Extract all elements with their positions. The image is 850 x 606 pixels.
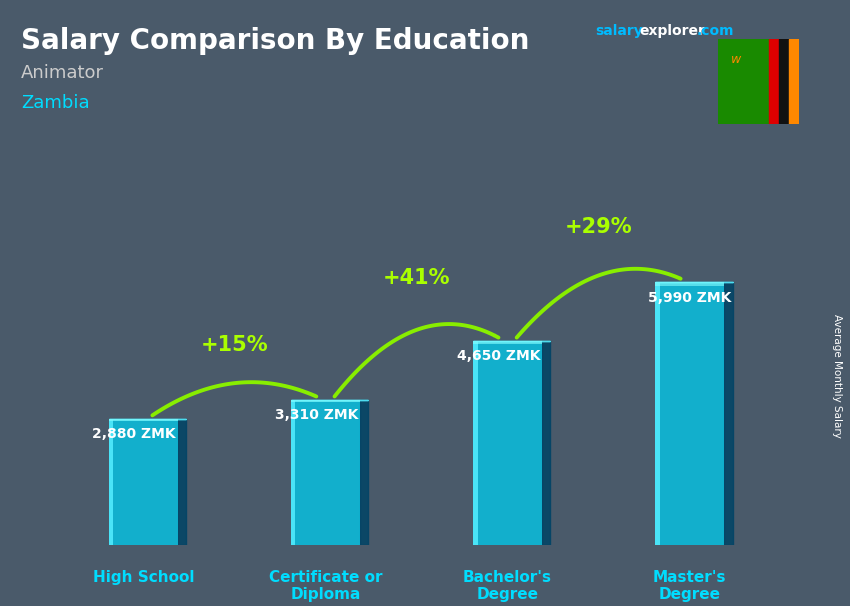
Bar: [109, 419, 113, 545]
Text: 4,650 ZMK: 4,650 ZMK: [456, 349, 541, 363]
Text: .com: .com: [697, 24, 734, 38]
Polygon shape: [724, 282, 733, 545]
Bar: [779, 39, 789, 124]
Bar: [291, 400, 360, 402]
Bar: [473, 341, 542, 344]
Text: w: w: [731, 53, 741, 65]
Bar: [109, 419, 178, 545]
Text: Zambia: Zambia: [21, 94, 90, 112]
Bar: [655, 282, 660, 545]
Text: +41%: +41%: [382, 267, 450, 287]
Text: Bachelor's
Degree: Bachelor's Degree: [463, 570, 552, 602]
Text: +29%: +29%: [565, 218, 632, 238]
Text: 2,880 ZMK: 2,880 ZMK: [93, 427, 176, 441]
Polygon shape: [178, 419, 186, 545]
Text: Average Monthly Salary: Average Monthly Salary: [832, 314, 842, 438]
Bar: [473, 341, 478, 545]
Text: 5,990 ZMK: 5,990 ZMK: [648, 291, 731, 305]
Polygon shape: [542, 341, 551, 545]
Polygon shape: [360, 400, 368, 545]
Bar: [291, 400, 360, 545]
Bar: [473, 341, 542, 545]
Bar: [789, 39, 799, 124]
Text: salary: salary: [595, 24, 643, 38]
Bar: [655, 282, 724, 545]
Text: High School: High School: [93, 570, 194, 585]
Text: Master's
Degree: Master's Degree: [653, 570, 727, 602]
Text: +15%: +15%: [201, 335, 268, 355]
Text: Animator: Animator: [21, 64, 105, 82]
Bar: [291, 400, 296, 545]
Text: Salary Comparison By Education: Salary Comparison By Education: [21, 27, 530, 55]
Bar: [655, 282, 724, 286]
Bar: [109, 419, 178, 421]
Text: 3,310 ZMK: 3,310 ZMK: [275, 408, 358, 422]
Text: explorer: explorer: [639, 24, 706, 38]
Bar: [768, 39, 779, 124]
Text: Certificate or
Diploma: Certificate or Diploma: [269, 570, 382, 602]
